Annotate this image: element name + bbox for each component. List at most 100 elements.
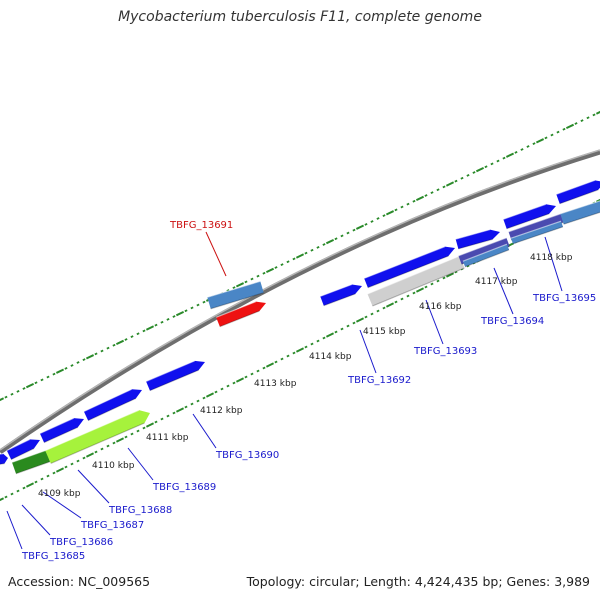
inner-tick-mark: [310, 342, 314, 346]
gene-feature[interactable]: [44, 409, 150, 464]
label-leader-line: [425, 299, 444, 345]
inner-tick-mark: [10, 492, 14, 496]
gene-label[interactable]: TBFG_13687: [80, 520, 144, 531]
inner-tick-mark: [316, 339, 320, 343]
outer-tick-mark: [460, 176, 464, 180]
position-label: 4113 kbp: [254, 379, 297, 389]
outer-tick-mark: [412, 199, 416, 203]
inner-tick-mark: [232, 381, 236, 385]
gene-feature[interactable]: [320, 283, 362, 307]
gene-feature[interactable]: [560, 200, 600, 225]
gene-feature[interactable]: [363, 246, 455, 289]
inner-tick-mark: [346, 324, 350, 328]
gene-label[interactable]: TBFG_13689: [152, 482, 216, 493]
label-leader-line: [493, 267, 514, 315]
inner-tick-mark: [400, 297, 404, 301]
inner-tick-mark: [76, 459, 80, 463]
outer-tick-mark: [76, 361, 80, 364]
outer-tick-mark: [190, 306, 194, 310]
inner-tick-mark: [94, 450, 98, 454]
outer-tick-mark: [352, 228, 356, 232]
inner-tick-mark: [265, 362, 275, 368]
inner-tick-mark: [46, 474, 50, 478]
outer-tick-mark: [382, 214, 386, 218]
outer-tick-mark: [574, 122, 578, 125]
label-leader-line: [127, 447, 154, 481]
outer-tick-mark: [334, 237, 338, 241]
inner-tick-mark: [166, 414, 170, 418]
inner-tick-mark: [70, 462, 74, 466]
gene-label[interactable]: TBFG_13695: [532, 293, 596, 304]
outer-tick-mark: [34, 381, 38, 385]
gene-label[interactable]: TBFG_13693: [413, 346, 477, 357]
gene-feature[interactable]: [455, 229, 500, 250]
gene-feature[interactable]: [207, 280, 264, 310]
outer-tick-mark: [580, 119, 584, 123]
outer-tick-mark: [4, 395, 8, 399]
gene-feature[interactable]: [83, 388, 142, 422]
outer-tick-mark: [586, 116, 590, 120]
inner-tick-mark: [235, 377, 245, 383]
inner-tick-mark: [4, 495, 8, 499]
inner-tick-mark: [442, 276, 446, 280]
gene-feature[interactable]: [145, 360, 205, 392]
gene-features: [0, 179, 600, 475]
inner-tick-mark: [154, 420, 158, 424]
inner-tick-mark: [64, 465, 68, 469]
gene-feature[interactable]: [215, 301, 266, 328]
inner-tick-ring: [0, 198, 600, 502]
outer-tick-mark: [316, 245, 320, 249]
outer-tick-ring: [0, 110, 600, 402]
outer-tick-mark: [505, 152, 515, 158]
inner-tick-mark: [112, 441, 116, 445]
gene-label[interactable]: TBFG_13694: [480, 316, 544, 327]
outer-tick-mark: [370, 220, 374, 223]
label-leader-line: [6, 510, 23, 550]
outer-tick-mark: [280, 263, 284, 267]
inner-tick-mark: [220, 387, 224, 391]
position-label: 4111 kbp: [146, 433, 189, 443]
inner-tick-mark: [0, 497, 5, 502]
inner-tick-mark: [250, 372, 254, 376]
outer-tick-mark: [484, 165, 488, 169]
gene-feature[interactable]: [39, 417, 84, 444]
gene-feature[interactable]: [11, 449, 51, 475]
inner-tick-mark: [394, 300, 398, 304]
gene-feature[interactable]: [6, 438, 40, 461]
gene-label[interactable]: TBFG_13690: [215, 450, 279, 461]
inner-tick-mark: [454, 270, 458, 274]
outer-tick-mark: [325, 238, 335, 245]
inner-tick-mark: [415, 287, 425, 293]
label-leader-line: [192, 413, 217, 449]
gene-label[interactable]: TBFG_13692: [347, 375, 411, 386]
label-leader-line: [544, 236, 563, 292]
gene-feature[interactable]: [556, 179, 600, 205]
gene-feature[interactable]: [0, 453, 8, 465]
gene-label[interactable]: TBFG_13685: [21, 551, 85, 562]
inner-tick-mark: [376, 309, 380, 313]
outer-tick-mark: [244, 280, 248, 284]
label-leader-line: [42, 491, 82, 519]
inner-tick-mark: [406, 294, 410, 298]
inner-tick-mark: [370, 312, 374, 316]
outer-tick-mark: [154, 323, 158, 327]
gene-feature[interactable]: [367, 255, 465, 307]
outer-tick-mark: [256, 274, 260, 278]
inner-tick-mark: [160, 417, 164, 421]
outer-tick-mark: [295, 253, 305, 259]
gene-feature[interactable]: [510, 220, 564, 245]
inner-tick-mark: [286, 354, 290, 358]
gene-feature[interactable]: [503, 203, 556, 230]
inner-tick-mark: [136, 429, 140, 433]
position-labels: 4109 kbp 4110 kbp 4111 kbp 4112 kbp 4113 kbp…: [38, 253, 573, 499]
outer-tick-mark: [64, 366, 68, 370]
outer-tick-mark: [385, 210, 395, 216]
gene-label[interactable]: TBFG_13688: [108, 505, 172, 516]
gene-label[interactable]: TBFG_13691: [169, 220, 233, 231]
outer-tick-mark: [364, 222, 368, 226]
gene-feature[interactable]: [462, 243, 510, 268]
outer-tick-mark: [565, 123, 575, 130]
gene-label[interactable]: TBFG_13686: [49, 537, 113, 548]
outer-tick-mark: [430, 191, 434, 195]
